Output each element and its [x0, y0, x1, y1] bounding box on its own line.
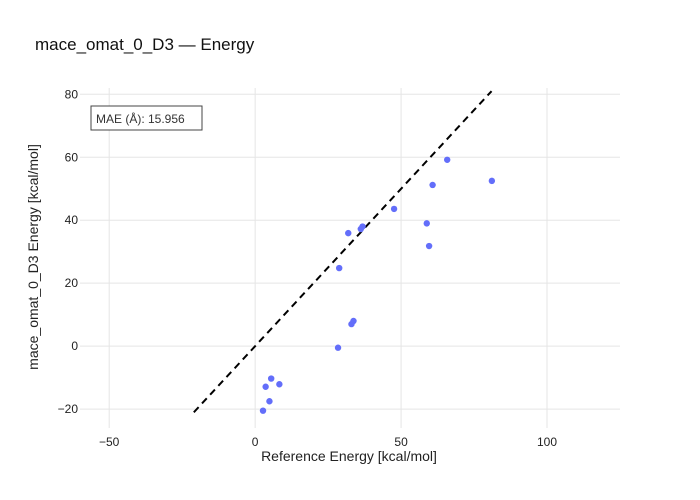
y-tick-label: 80 [65, 87, 79, 101]
y-tick-label: 20 [65, 276, 79, 290]
data-point [259, 407, 267, 414]
data-point [267, 375, 275, 382]
axis-ticks: −50 0 50 100 −20 0 20 40 60 80 [58, 87, 558, 449]
parity-line [193, 90, 493, 413]
data-point [359, 223, 366, 230]
data-point [262, 383, 269, 390]
data-point [444, 156, 451, 163]
data-point [336, 264, 343, 272]
data-point [276, 381, 283, 388]
mae-annotation: MAE (Å): 15.956 [90, 105, 203, 131]
mae-annotation-box [90, 105, 203, 131]
data-point [429, 181, 436, 189]
data-point [266, 398, 273, 405]
chart-title: mace_omat_0_D3 — Energy [35, 35, 255, 54]
data-point [423, 220, 430, 227]
y-tick-label: −20 [58, 402, 79, 416]
data-point [334, 344, 342, 351]
grid [80, 88, 620, 428]
parity-line-layer [193, 90, 493, 413]
data-point [390, 205, 398, 213]
mae-annotation-text: MAE (Å): 15.956 [96, 111, 185, 126]
x-axis-label: Reference Energy [kcal/mol] [261, 448, 437, 464]
y-tick-label: 40 [65, 213, 79, 227]
data-point [350, 317, 357, 325]
y-tick-label: 0 [71, 339, 78, 353]
data-points [259, 156, 496, 414]
x-tick-label: −50 [99, 435, 120, 449]
x-tick-label: 100 [537, 435, 557, 449]
data-point [425, 242, 433, 250]
x-tick-label: 50 [394, 435, 408, 449]
y-tick-label: 60 [65, 150, 79, 164]
data-point [345, 229, 352, 237]
x-tick-label: 0 [252, 435, 259, 449]
y-axis-label: mace_omat_0_D3 Energy [kcal/mol] [25, 144, 41, 370]
data-point [488, 177, 496, 185]
